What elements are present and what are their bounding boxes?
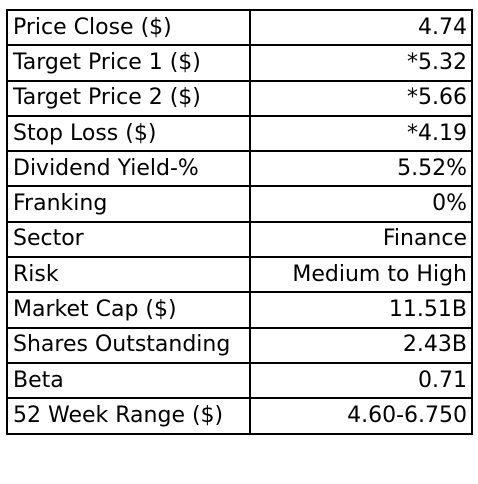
stock-summary-table: Price Close ($) 4.74 Target Price 1 ($) … (6, 8, 473, 435)
row-label: Target Price 2 ($) (6, 79, 251, 117)
row-value: 11.51B (249, 291, 473, 329)
table-row-sector: Sector Finance (6, 220, 473, 259)
row-label: Target Price 1 ($) (6, 44, 251, 82)
row-label: Risk (6, 256, 251, 294)
row-value: 0.71 (249, 361, 473, 400)
row-value: Medium to High (249, 256, 473, 294)
row-label: Dividend Yield-% (6, 150, 251, 188)
row-value: Finance (249, 220, 473, 259)
row-value: 4.60-6.750 (249, 397, 473, 435)
row-label: Sector (6, 220, 251, 259)
table-row-52-week-range: 52 Week Range ($) 4.60-6.750 (6, 397, 473, 435)
table-row-market-cap: Market Cap ($) 11.51B (6, 291, 473, 329)
row-value: 0% (249, 185, 473, 223)
table-row-risk: Risk Medium to High (6, 256, 473, 294)
row-value: *4.19 (249, 114, 473, 153)
row-label: Shares Outstanding (6, 326, 251, 364)
row-label: Market Cap ($) (6, 291, 251, 329)
table-row-shares-outstanding: Shares Outstanding 2.43B (6, 326, 473, 364)
table-row-beta: Beta 0.71 (6, 361, 473, 400)
row-label: Franking (6, 185, 251, 223)
row-value: *5.66 (249, 79, 473, 117)
table-row-franking: Franking 0% (6, 185, 473, 223)
row-value: 4.74 (249, 8, 473, 47)
row-value: 2.43B (249, 326, 473, 364)
table-row-target-price-2: Target Price 2 ($) *5.66 (6, 79, 473, 117)
row-label: Beta (6, 361, 251, 400)
row-label: 52 Week Range ($) (6, 397, 251, 435)
row-value: 5.52% (249, 150, 473, 188)
row-label: Price Close ($) (6, 8, 251, 47)
table-row-stop-loss: Stop Loss ($) *4.19 (6, 114, 473, 153)
table-row-dividend-yield: Dividend Yield-% 5.52% (6, 150, 473, 188)
table-row-price-close: Price Close ($) 4.74 (6, 8, 473, 47)
table-row-target-price-1: Target Price 1 ($) *5.32 (6, 44, 473, 82)
row-label: Stop Loss ($) (6, 114, 251, 153)
row-value: *5.32 (249, 44, 473, 82)
